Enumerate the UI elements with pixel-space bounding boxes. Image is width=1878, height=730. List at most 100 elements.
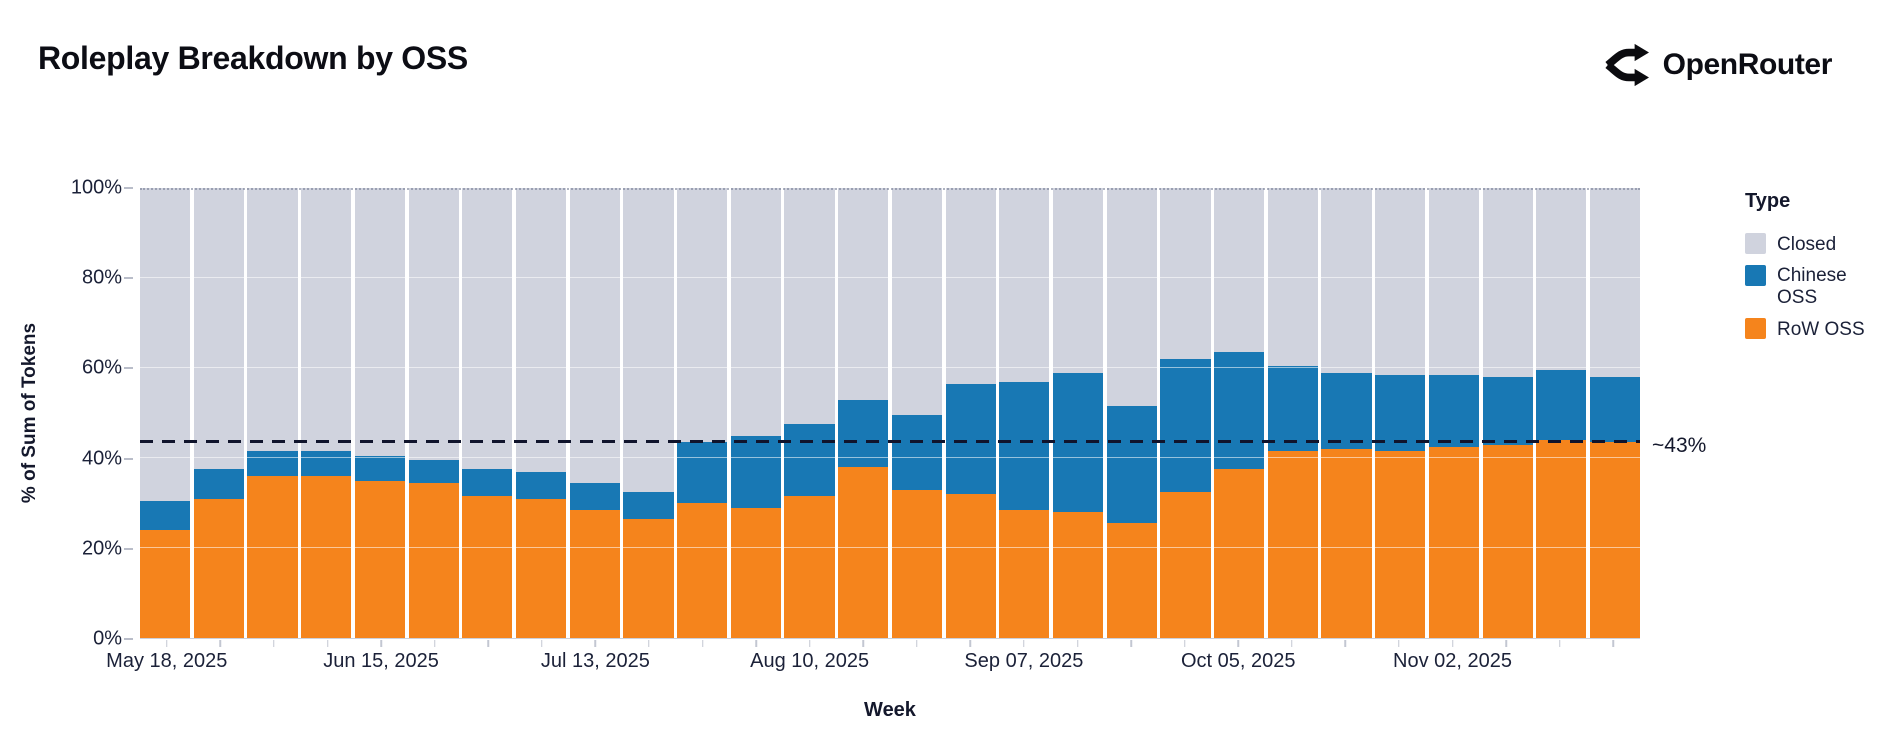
page-title: Roleplay Breakdown by OSS bbox=[38, 40, 468, 76]
x-tick-mark-0 bbox=[166, 640, 168, 647]
x-tick-label-oct-05-2025: Oct 05, 2025 bbox=[1180, 650, 1296, 672]
bar-segment-row-oss bbox=[730, 507, 781, 638]
bar-segment-closed bbox=[515, 188, 567, 472]
gridline-60pct bbox=[140, 367, 1640, 368]
bar-segment-closed bbox=[623, 188, 674, 492]
bar-segment-chinese-oss bbox=[838, 399, 889, 467]
bar-segment-row-oss bbox=[1106, 523, 1157, 638]
bar-segment-closed bbox=[1052, 188, 1104, 373]
plot-area bbox=[140, 188, 1641, 639]
bar-segment-closed bbox=[999, 188, 1050, 382]
bar-segment-chinese-oss bbox=[1321, 372, 1372, 449]
bar-jul-13-2025 bbox=[569, 188, 620, 638]
bar-oct-12-2025 bbox=[1267, 188, 1318, 638]
bar-segment-chinese-oss bbox=[301, 451, 352, 476]
x-tick-label-sep-07-2025: Sep 07, 2025 bbox=[964, 650, 1084, 672]
legend-item-closed: Closed bbox=[1745, 233, 1873, 256]
bar-segment-chinese-oss bbox=[945, 383, 996, 494]
x-tick-mark-14 bbox=[916, 640, 918, 647]
bar-segment-row-oss bbox=[354, 480, 406, 638]
bars-container bbox=[140, 188, 1641, 638]
x-tick-mark-18 bbox=[1130, 640, 1132, 647]
bar-nov-23-2025 bbox=[1589, 188, 1641, 638]
y-tick-label-100: 100% bbox=[70, 176, 122, 199]
bar-segment-closed bbox=[784, 188, 835, 425]
bar-sep-21-2025 bbox=[1106, 188, 1157, 638]
x-tick-label-aug-10-2025: Aug 10, 2025 bbox=[750, 650, 870, 672]
x-tick-mark-17 bbox=[1076, 640, 1079, 647]
bar-oct-26-2025 bbox=[1375, 188, 1426, 638]
bar-segment-chinese-oss bbox=[1428, 374, 1480, 447]
bar-oct-19-2025 bbox=[1321, 188, 1372, 638]
bar-segment-row-oss bbox=[784, 496, 835, 638]
bar-aug-17-2025 bbox=[838, 188, 889, 638]
bar-segment-row-oss bbox=[1536, 440, 1587, 638]
bar-segment-row-oss bbox=[1160, 491, 1211, 638]
bar-segment-row-oss bbox=[677, 503, 728, 638]
bar-segment-row-oss bbox=[1482, 444, 1533, 638]
reference-line-dashed bbox=[140, 440, 1640, 444]
bar-segment-chinese-oss bbox=[462, 469, 513, 497]
bar-segment-chinese-oss bbox=[1589, 377, 1641, 443]
bar-segment-closed bbox=[140, 188, 191, 501]
bar-segment-row-oss bbox=[1589, 442, 1641, 638]
gridline-100pct bbox=[140, 188, 1640, 190]
legend-item-chinese-oss: Chinese OSS bbox=[1745, 264, 1873, 310]
bar-segment-closed bbox=[1160, 188, 1211, 359]
bar-segment-closed bbox=[891, 188, 943, 416]
bar-segment-chinese-oss bbox=[730, 435, 781, 508]
bar-segment-closed bbox=[1536, 188, 1587, 371]
bar-segment-closed bbox=[1589, 188, 1641, 377]
bar-segment-chinese-oss bbox=[1375, 374, 1426, 452]
bar-segment-row-oss bbox=[1375, 451, 1426, 638]
bar-segment-row-oss bbox=[1052, 512, 1104, 638]
x-tick-mark-15 bbox=[969, 640, 972, 647]
bar-segment-chinese-oss bbox=[515, 471, 567, 499]
x-tick-label-nov-02-2025: Nov 02, 2025 bbox=[1393, 650, 1512, 672]
bar-segment-closed bbox=[1375, 188, 1426, 375]
bar-segment-closed bbox=[677, 188, 728, 443]
bar-segment-row-oss bbox=[999, 509, 1050, 638]
legend-label-row-oss: RoW OSS bbox=[1777, 318, 1865, 340]
bar-segment-chinese-oss bbox=[1482, 377, 1533, 445]
bar-nov-16-2025 bbox=[1536, 188, 1587, 638]
y-tick-label-20: 20% bbox=[81, 537, 122, 560]
brand-name: OpenRouter bbox=[1662, 48, 1833, 81]
bar-nov-09-2025 bbox=[1482, 188, 1533, 638]
bar-jun-22-2025 bbox=[408, 188, 459, 638]
bar-segment-closed bbox=[1106, 188, 1157, 407]
bar-jun-01-2025 bbox=[247, 188, 298, 638]
x-tick-mark-10 bbox=[701, 640, 704, 647]
bar-jul-06-2025 bbox=[515, 188, 567, 638]
x-tick-mark-20 bbox=[1237, 640, 1239, 647]
bar-segment-chinese-oss bbox=[569, 482, 620, 510]
legend-swatch-chinese-oss bbox=[1745, 264, 1766, 286]
bar-jul-20-2025 bbox=[623, 188, 674, 638]
brand: OpenRouter bbox=[1603, 42, 1832, 88]
x-tick-mark-2 bbox=[273, 640, 275, 647]
x-tick-mark-11 bbox=[755, 640, 757, 647]
bar-segment-chinese-oss bbox=[354, 455, 406, 481]
x-axis-tick-marks bbox=[140, 640, 1640, 648]
bar-segment-closed bbox=[1267, 188, 1318, 366]
bar-segment-row-oss bbox=[140, 530, 191, 638]
bar-segment-closed bbox=[569, 188, 620, 483]
x-tick-mark-12 bbox=[808, 640, 811, 647]
x-tick-mark-19 bbox=[1183, 640, 1186, 647]
bar-segment-closed bbox=[1321, 188, 1372, 373]
bar-segment-chinese-oss bbox=[1106, 406, 1157, 524]
bar-oct-05-2025 bbox=[1214, 188, 1265, 638]
bar-segment-row-oss bbox=[408, 482, 459, 638]
bar-segment-row-oss bbox=[623, 518, 674, 638]
gridline-20pct bbox=[140, 547, 1640, 548]
gridline-40pct bbox=[140, 457, 1640, 458]
x-tick-mark-13 bbox=[862, 640, 864, 647]
bar-segment-row-oss bbox=[569, 509, 620, 638]
y-tick-label-60: 60% bbox=[81, 356, 122, 379]
bar-segment-closed bbox=[354, 188, 406, 456]
bar-aug-03-2025 bbox=[730, 188, 781, 638]
y-tick-mark-20 bbox=[124, 547, 133, 550]
bar-sep-14-2025 bbox=[1052, 188, 1104, 638]
x-tick-mark-7 bbox=[541, 640, 543, 647]
